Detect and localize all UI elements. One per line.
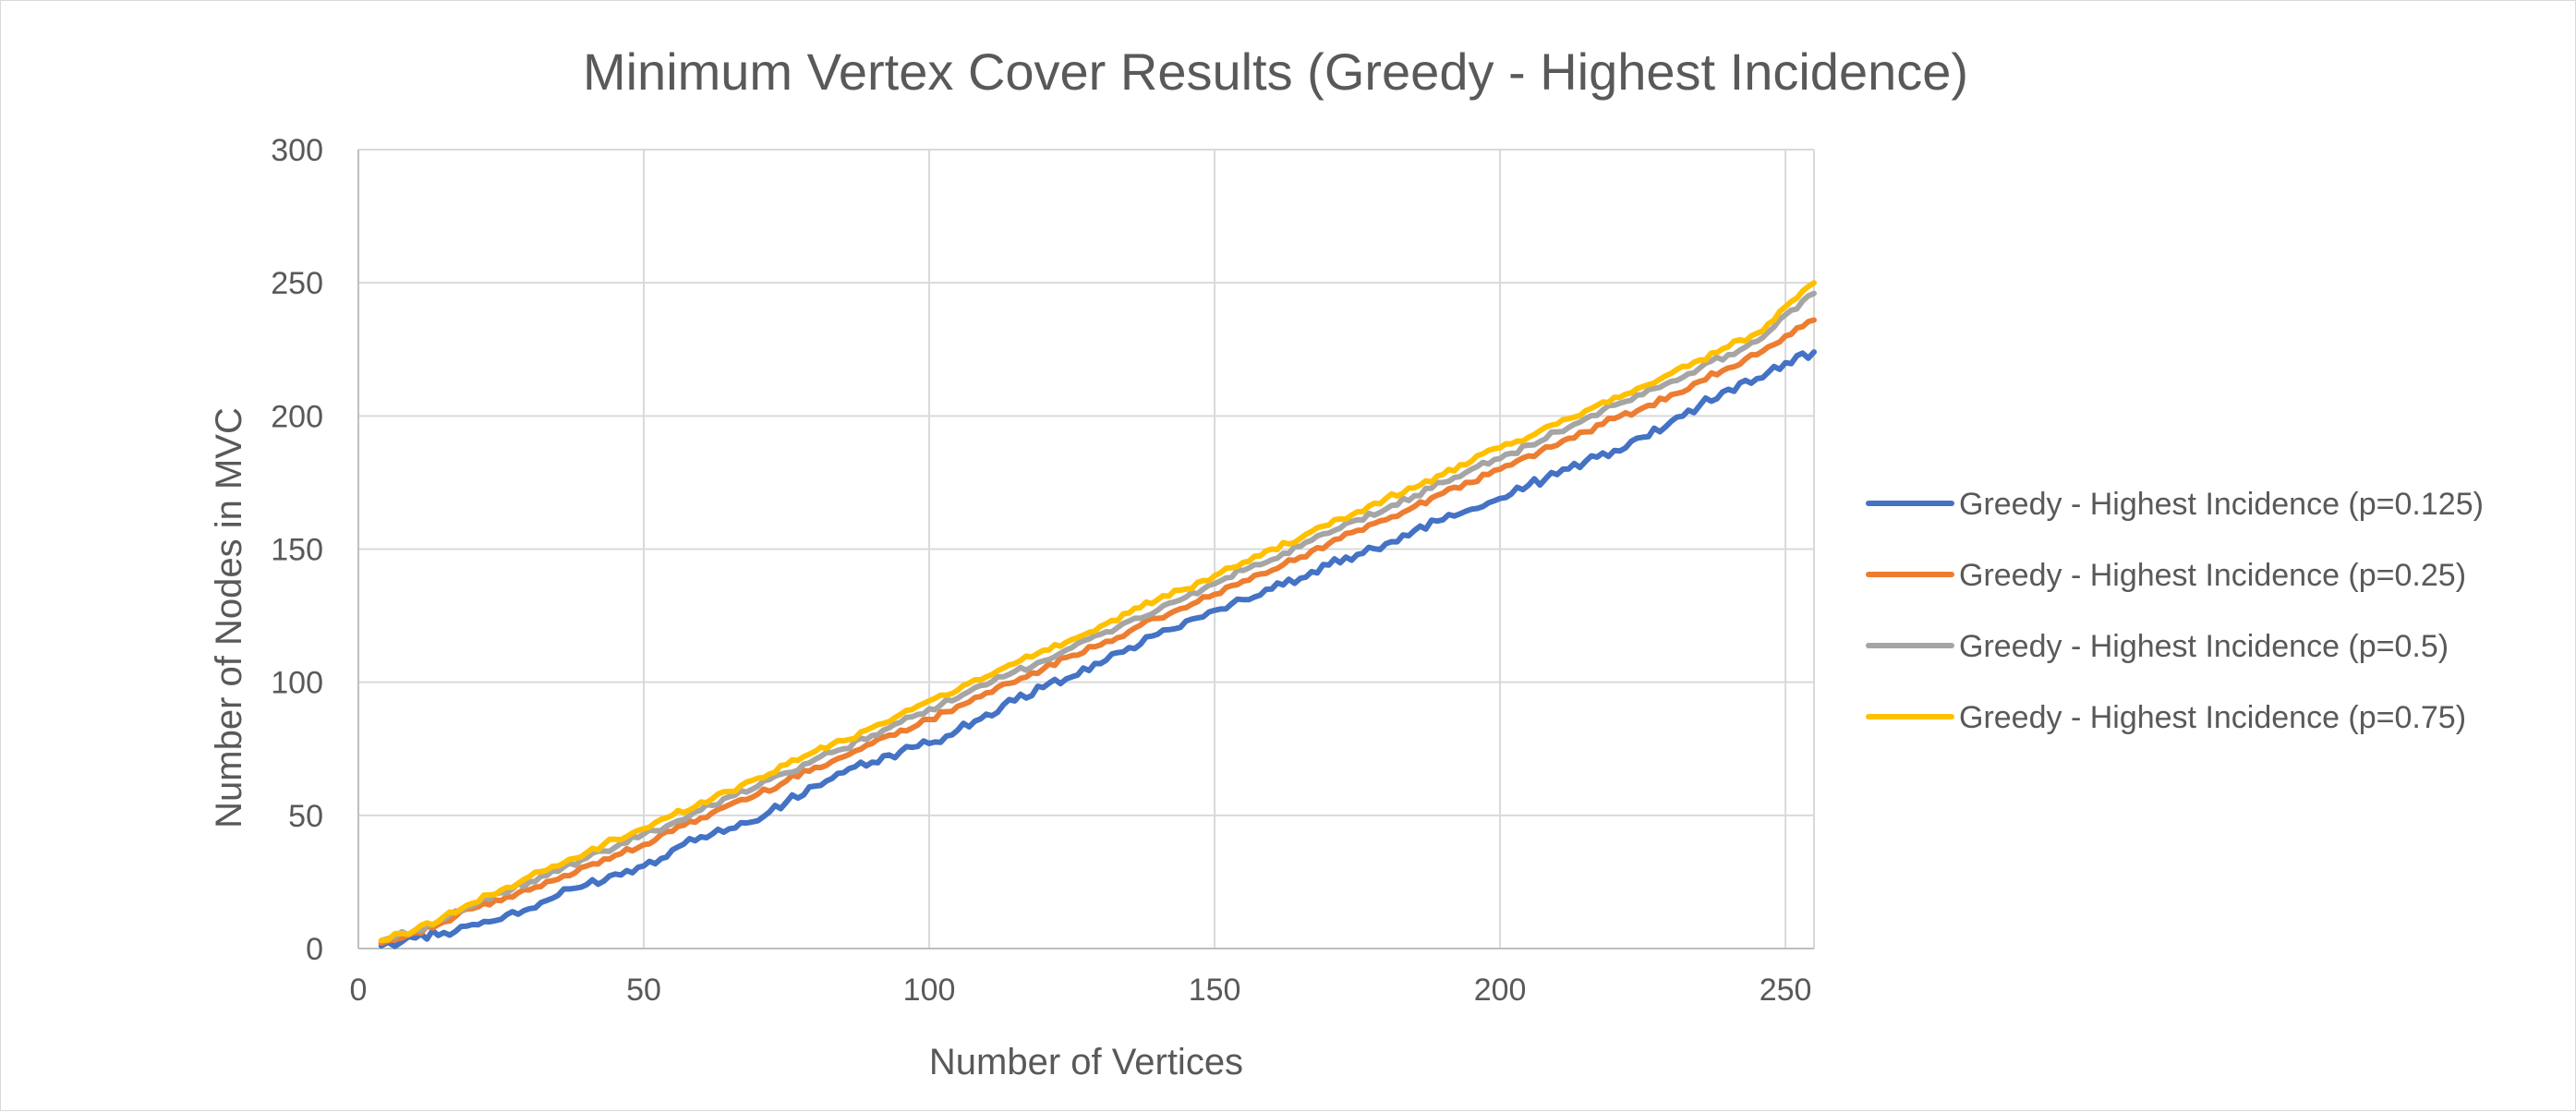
x-tick-label: 200 — [1474, 973, 1527, 1008]
y-tick-label: 150 — [271, 533, 323, 568]
y-tick-label: 200 — [271, 399, 323, 434]
gridlines — [358, 149, 1815, 949]
y-tick-label: 300 — [271, 133, 323, 168]
y-tick-label: 0 — [306, 932, 323, 967]
y-tick-label: 100 — [271, 666, 323, 701]
legend-label-3: Greedy - Highest Incidence (p=0.5) — [1959, 629, 2449, 664]
legend-label-1: Greedy - Highest Incidence (p=0.125) — [1959, 487, 2484, 522]
axes — [357, 150, 1814, 949]
y-tick-label: 250 — [271, 266, 323, 301]
legend-label-4: Greedy - Highest Incidence (p=0.75) — [1959, 700, 2466, 735]
x-tick-label: 50 — [626, 973, 661, 1008]
chart-title: Minimum Vertex Cover Results (Greedy - H… — [583, 42, 1968, 101]
series-line-1 — [378, 349, 1817, 949]
series-lines — [378, 280, 1817, 949]
legend: Greedy - Highest Incidence (p=0.125) Gree… — [1866, 487, 2484, 735]
series-line-4 — [378, 280, 1817, 944]
y-tick-label: 50 — [288, 799, 323, 834]
x-tick-label: 150 — [1189, 973, 1241, 1008]
y-axis-title: Number of Nodes in MVC — [209, 407, 249, 828]
y-tick-labels: 0 50 100 150 200 250 300 — [271, 133, 323, 967]
series-line-2 — [378, 317, 1817, 947]
x-tick-label: 250 — [1760, 973, 1812, 1008]
series-line-3 — [378, 290, 1817, 944]
x-tick-label: 100 — [903, 973, 956, 1008]
x-axis-title: Number of Vertices — [929, 1042, 1243, 1082]
legend-label-2: Greedy - Highest Incidence (p=0.25) — [1959, 558, 2466, 593]
x-tick-labels: 0 50 100 150 200 250 — [350, 973, 1812, 1008]
x-tick-label: 0 — [350, 973, 368, 1008]
